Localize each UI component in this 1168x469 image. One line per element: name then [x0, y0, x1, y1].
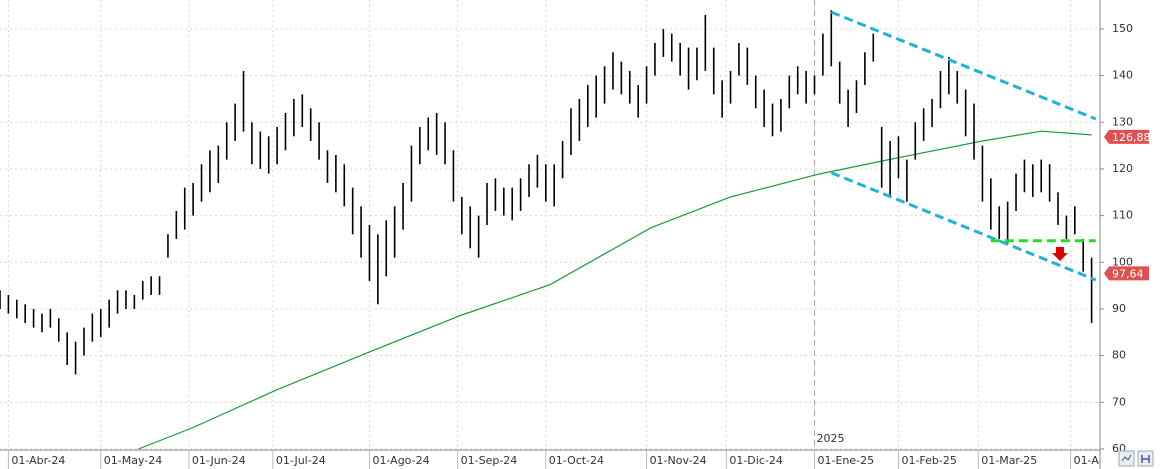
y-tick-label: 80	[1112, 349, 1126, 362]
x-tick-label: 01-May-24	[104, 454, 162, 467]
x-tick-label: 01-Feb-25	[901, 454, 956, 467]
toolbar	[1118, 450, 1154, 467]
price-label: 126,88	[1112, 131, 1151, 144]
trendline	[830, 10, 1097, 121]
x-tick-label: 01-Oct-24	[549, 454, 604, 467]
plot	[0, 10, 1097, 450]
toolbar-icon	[1141, 455, 1150, 463]
down-arrow	[1052, 247, 1068, 261]
x-tick-label: 01-Dic-24	[729, 454, 783, 467]
y-tick-label: 120	[1112, 162, 1133, 175]
price-label-box	[1104, 129, 1149, 144]
x-tick-label: 01-Ago-24	[372, 454, 429, 467]
x-tick-label: 01-Mar-25	[981, 454, 1037, 467]
x-tick-label: 01-Jun-24	[192, 454, 246, 467]
y-tick-label: 150	[1112, 22, 1133, 35]
x-tick-label: 01-Jul-24	[276, 454, 326, 467]
y-tick-label: 70	[1112, 395, 1126, 408]
year-label: 2025	[817, 432, 845, 445]
toolbar-icon	[1121, 454, 1132, 462]
x-tick-label: 01-Abr-24	[11, 454, 65, 467]
x-tick-label: 01-Ene-25	[818, 454, 875, 467]
y-tick-label: 130	[1112, 115, 1133, 128]
y-tick-label: 90	[1112, 302, 1126, 315]
price-label: 97,64	[1112, 267, 1144, 280]
y-tick-label: 140	[1112, 69, 1133, 82]
x-tick-label: 01-Nov-24	[650, 454, 707, 467]
y-tick-label: 110	[1112, 209, 1133, 222]
price-label-box	[1104, 266, 1149, 281]
y-tick-label: 100	[1112, 255, 1133, 268]
moving-average	[138, 130, 1092, 450]
trendline	[830, 171, 1097, 282]
x-tick-label: 01-Sep-24	[461, 454, 518, 467]
x-tick-label: 01-A	[1074, 454, 1100, 467]
